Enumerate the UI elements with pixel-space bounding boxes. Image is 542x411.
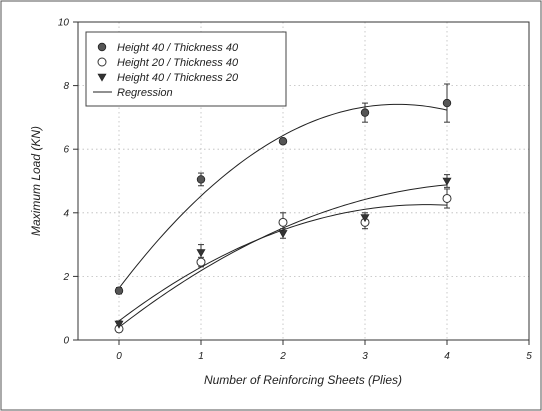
y-tick-label: 10 — [58, 18, 70, 29]
legend-marker-series-3 — [97, 73, 107, 82]
axes: 0 1 2 3 4 5 0 2 4 6 8 10 — [58, 18, 532, 363]
legend-label-regression: Regression — [117, 87, 173, 99]
y-tick-label: 2 — [62, 272, 69, 283]
data-point-series-1 — [196, 175, 206, 184]
regression-curve — [118, 103, 448, 289]
y-tick-label: 4 — [63, 208, 69, 219]
y-axis-title: Maximum Load (KN) — [29, 126, 43, 236]
legend-marker-series-1 — [97, 42, 107, 52]
x-tick-label: 5 — [526, 351, 532, 362]
data-point-series-3 — [196, 249, 206, 258]
x-tick-label: 1 — [198, 351, 204, 362]
legend-label-height40-thickness40: Height 40 / Thickness 40 — [117, 42, 239, 54]
x-axis-title: Number of Reinforcing Sheets (Plies) — [204, 373, 402, 387]
data-points — [114, 98, 452, 334]
legend-markers — [93, 42, 112, 93]
data-point-series-1 — [114, 286, 124, 295]
y-tick-label: 8 — [63, 81, 69, 92]
data-point-series-1 — [360, 108, 370, 117]
x-tick-label: 2 — [279, 351, 286, 362]
data-point-series-3 — [442, 177, 452, 186]
legend-box — [85, 31, 287, 107]
legend-label-height20-thickness40: Height 20 / Thickness 40 — [117, 57, 239, 69]
data-point-series-2 — [442, 193, 452, 203]
x-tick-label: 4 — [444, 351, 450, 362]
legend: Height 40 / Thickness 40 Height 20 / Thi… — [85, 31, 287, 107]
data-point-series-3 — [278, 230, 288, 239]
data-point-series-3 — [360, 214, 370, 223]
plot-area — [77, 21, 530, 341]
x-tick-label: 0 — [116, 351, 122, 362]
y-tick-label: 0 — [63, 336, 69, 347]
data-point-series-3 — [114, 320, 124, 329]
legend-marker-series-2 — [97, 57, 107, 67]
x-tick-label: 3 — [362, 351, 368, 362]
grid-lines — [78, 22, 529, 340]
legend-label-height40-thickness20: Height 40 / Thickness 20 — [117, 72, 239, 84]
data-point-series-1 — [442, 98, 452, 108]
y-tick-label: 6 — [63, 145, 69, 156]
data-point-series-1 — [278, 137, 288, 146]
data-point-series-2 — [196, 257, 206, 267]
data-point-series-2 — [278, 217, 288, 227]
